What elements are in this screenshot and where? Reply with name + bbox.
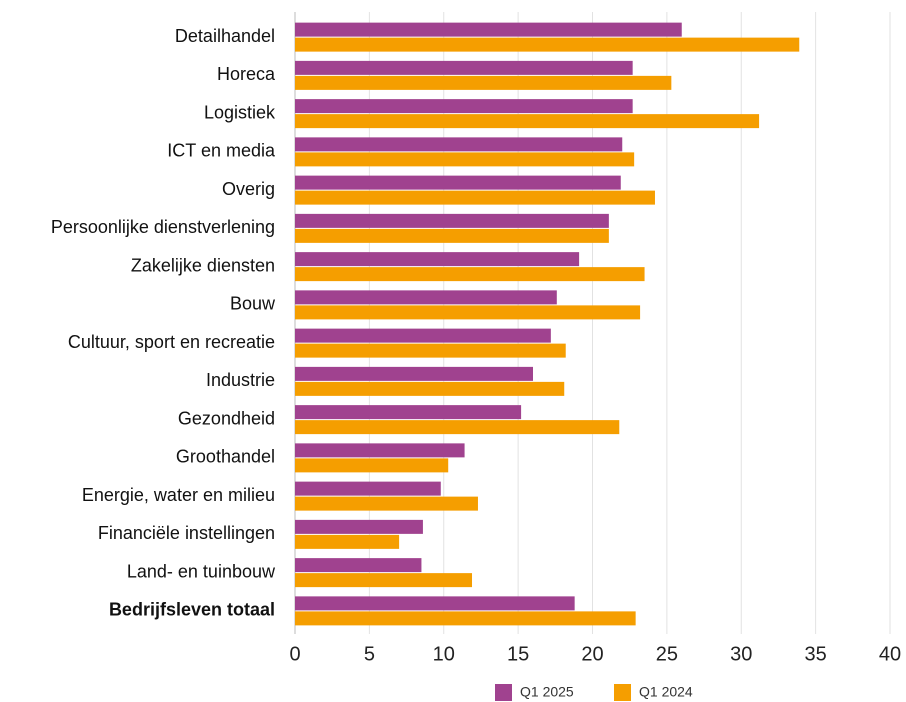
x-tick-label: 30 xyxy=(730,643,752,665)
bar xyxy=(295,290,557,305)
bar xyxy=(295,152,635,167)
bar xyxy=(295,75,672,90)
y-tick-label: Cultuur, sport en recreatie xyxy=(68,332,275,352)
bar xyxy=(295,328,551,343)
y-tick-label: Persoonlijke dienstverlening xyxy=(51,217,275,237)
y-tick-label: Logistiek xyxy=(204,102,276,122)
bar xyxy=(295,190,655,205)
bar xyxy=(295,558,422,573)
x-tick-label: 15 xyxy=(507,643,529,665)
y-tick-label: Bedrijfsleven totaal xyxy=(109,600,275,620)
bar xyxy=(295,381,565,396)
y-tick-label: Overig xyxy=(222,179,275,199)
bar xyxy=(295,443,465,458)
bar xyxy=(295,99,633,114)
x-tick-label: 40 xyxy=(879,643,901,665)
y-tick-label: Bouw xyxy=(230,294,276,314)
x-tick-label: 5 xyxy=(364,643,375,665)
bar xyxy=(295,137,623,152)
bar xyxy=(295,611,636,626)
bar xyxy=(295,175,621,190)
y-tick-label: Industrie xyxy=(206,370,275,390)
bar xyxy=(295,213,609,228)
y-tick-label: Groothandel xyxy=(176,447,275,467)
bar xyxy=(295,22,682,37)
y-tick-label: Energie, water en milieu xyxy=(82,485,275,505)
y-tick-label: Zakelijke diensten xyxy=(131,255,275,275)
x-tick-label: 0 xyxy=(289,643,300,665)
y-tick-label: Gezondheid xyxy=(178,408,275,428)
y-tick-label: Horeca xyxy=(217,64,276,84)
bar xyxy=(295,481,441,496)
bar xyxy=(295,534,400,549)
bar xyxy=(295,252,580,267)
bar xyxy=(295,573,473,588)
bar xyxy=(295,228,609,243)
y-tick-label: Land- en tuinbouw xyxy=(127,561,276,581)
bar xyxy=(295,496,478,511)
x-tick-label: 20 xyxy=(581,643,603,665)
bar xyxy=(295,596,575,611)
bar xyxy=(295,305,641,320)
legend-label: Q1 2024 xyxy=(639,684,693,700)
bar xyxy=(295,60,633,75)
bar xyxy=(295,37,800,52)
bar xyxy=(295,267,645,282)
bar xyxy=(295,405,522,420)
y-tick-label: ICT en media xyxy=(167,141,276,161)
legend-label: Q1 2025 xyxy=(520,684,574,700)
bar xyxy=(295,519,423,534)
bar xyxy=(295,114,760,129)
legend-swatch xyxy=(495,684,512,701)
x-tick-label: 10 xyxy=(433,643,455,665)
x-tick-label: 25 xyxy=(656,643,678,665)
bar xyxy=(295,366,533,381)
bar xyxy=(295,420,620,435)
x-tick-label: 35 xyxy=(805,643,827,665)
bar xyxy=(295,458,449,473)
legend-swatch xyxy=(614,684,631,701)
y-tick-label: Detailhandel xyxy=(175,26,275,46)
y-tick-label: Financiële instellingen xyxy=(98,523,275,543)
bar xyxy=(295,343,566,358)
